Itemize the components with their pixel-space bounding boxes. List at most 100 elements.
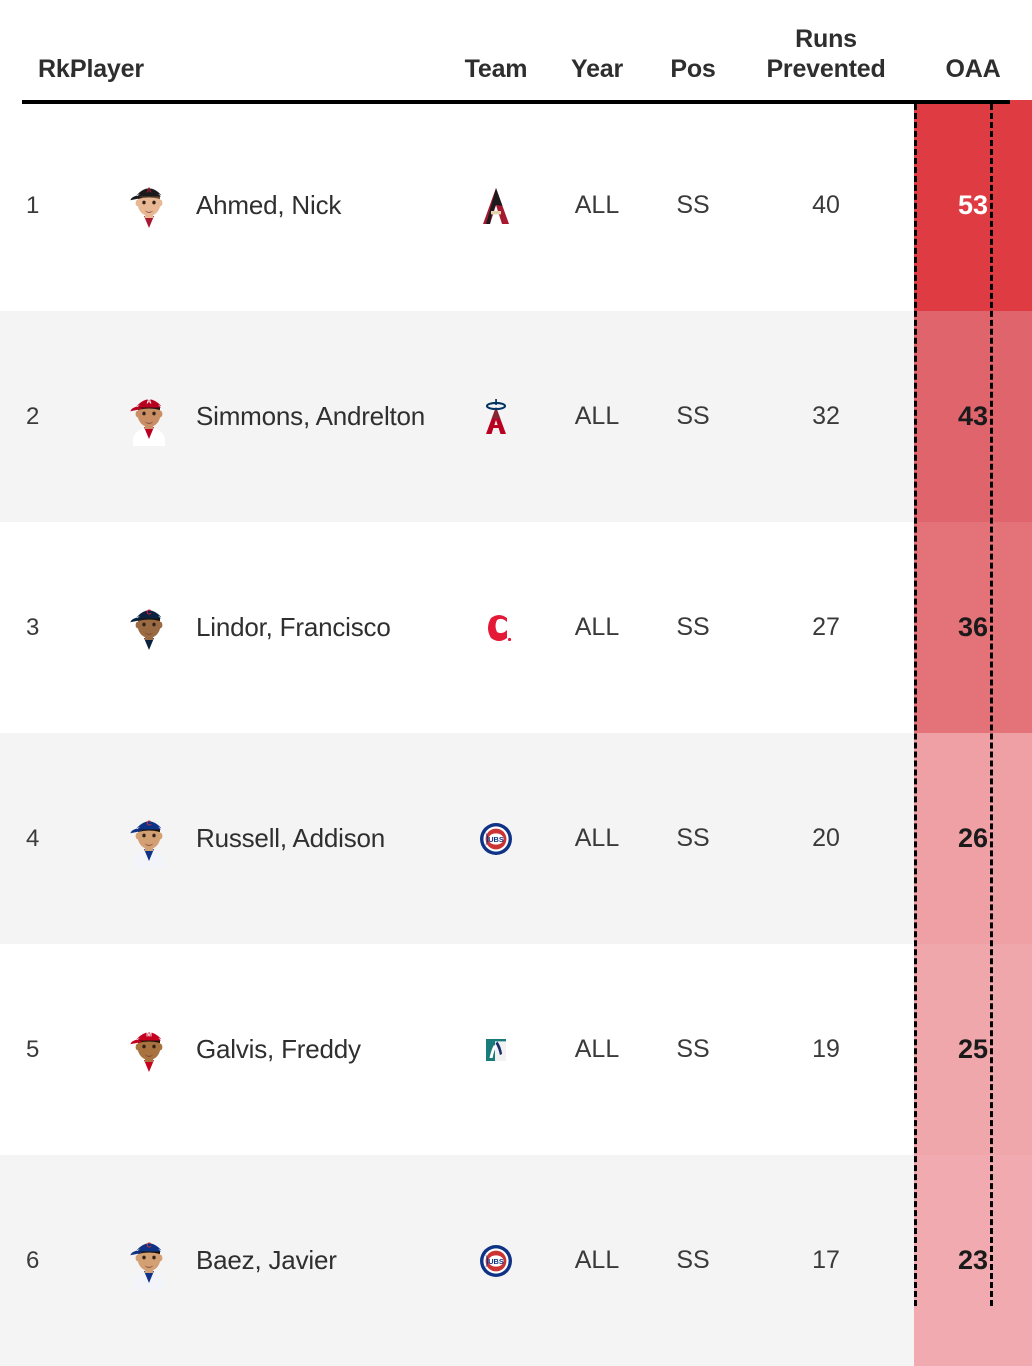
runs-prevented-line2: Prevented: [766, 54, 886, 83]
svg-text:A: A: [146, 187, 151, 194]
table-row[interactable]: 2 A Simmons, Andrelton: [0, 311, 1032, 522]
runs-prevented-line1: Runs: [795, 25, 857, 53]
cell-rank: 6: [0, 1155, 58, 1366]
cell-rank: 3: [26, 613, 40, 641]
table-row[interactable]: 6 C Baez, Javier: [0, 1155, 1032, 1366]
column-header-player[interactable]: Player: [58, 0, 440, 100]
player-headshot-icon: C: [120, 810, 178, 868]
column-header-team[interactable]: Team: [440, 0, 552, 100]
cell-oaa: 36: [914, 522, 1032, 733]
oaa-value: 36: [957, 612, 989, 642]
oaa-heat-cell: 43: [914, 311, 1032, 522]
year-value: ALL: [574, 1246, 620, 1274]
runs-prevented-value: 17: [812, 1246, 840, 1274]
player-headshot-icon: M: [120, 1021, 178, 1079]
table-row[interactable]: 1 A Ahmed, Nick: [0, 100, 1032, 311]
table-row[interactable]: 3 C Lindor, Francisco: [0, 522, 1032, 733]
table-body: 1 A Ahmed, Nick: [0, 100, 1032, 1366]
cell-team[interactable]: UBS: [440, 1155, 552, 1366]
cell-year: ALL: [552, 100, 642, 311]
oaa-leaderboard: Rk. Player Team Year Pos Runs Prevented …: [0, 25, 1032, 1366]
svg-text:A: A: [146, 398, 151, 405]
team-logo-icon: [473, 394, 519, 440]
cell-position: SS: [642, 944, 744, 1155]
table-row[interactable]: 5 M Galvis, Freddy: [0, 944, 1032, 1155]
player-name: Galvis, Freddy: [196, 1034, 361, 1064]
runs-prevented-value: 19: [812, 1035, 840, 1063]
oaa-value: 23: [957, 1245, 989, 1275]
player-name: Lindor, Francisco: [196, 612, 391, 642]
cell-year: ALL: [552, 733, 642, 944]
cell-oaa: 53: [914, 100, 1032, 311]
cell-player[interactable]: M Galvis, Freddy: [58, 944, 440, 1155]
cell-oaa: 26: [914, 733, 1032, 944]
year-value: ALL: [574, 613, 620, 641]
cell-runs-prevented: 27: [744, 522, 914, 733]
cell-runs-prevented: 17: [744, 1155, 914, 1366]
oaa-heat-cell: 36: [914, 522, 1032, 733]
cell-year: ALL: [552, 522, 642, 733]
header-row: Rk. Player Team Year Pos Runs Prevented …: [0, 0, 1032, 100]
cell-oaa: 25: [914, 944, 1032, 1155]
cell-position: SS: [642, 100, 744, 311]
cell-player[interactable]: A Ahmed, Nick: [58, 100, 440, 311]
oaa-heat-cell: 53: [914, 100, 1032, 311]
position-value: SS: [676, 613, 710, 641]
column-header-year[interactable]: Year: [552, 0, 642, 100]
player-name: Russell, Addison: [196, 823, 386, 853]
cell-rank: 5: [26, 1035, 40, 1063]
table-row[interactable]: 4 C Russell, Addison: [0, 733, 1032, 944]
column-header-runs-prevented[interactable]: Runs Prevented: [744, 0, 914, 100]
player-headshot-icon: A: [120, 388, 178, 446]
cell-position: SS: [642, 522, 744, 733]
oaa-value: 25: [957, 1034, 989, 1064]
cell-oaa: 43: [914, 311, 1032, 522]
svg-text:C: C: [146, 820, 151, 827]
cell-team[interactable]: [440, 100, 552, 311]
position-value: SS: [676, 824, 710, 852]
svg-text:UBS: UBS: [488, 834, 504, 843]
oaa-value: 53: [957, 190, 989, 220]
cell-year: ALL: [552, 944, 642, 1155]
column-header-pos[interactable]: Pos: [642, 0, 744, 100]
cell-team[interactable]: [440, 311, 552, 522]
cell-year: ALL: [552, 311, 642, 522]
team-logo-icon: [473, 605, 519, 651]
position-value: SS: [676, 191, 710, 219]
runs-prevented-value: 27: [812, 613, 840, 641]
column-header-oaa[interactable]: OAA: [914, 0, 1032, 100]
cell-runs-prevented: 40: [744, 100, 914, 311]
position-value: SS: [676, 1246, 710, 1274]
cell-team[interactable]: [440, 522, 552, 733]
year-value: ALL: [574, 1035, 620, 1063]
cell-player[interactable]: C Russell, Addison: [58, 733, 440, 944]
cell-position: SS: [642, 311, 744, 522]
cell-position: SS: [642, 733, 744, 944]
cell-player[interactable]: C Lindor, Francisco: [58, 522, 440, 733]
cell-runs-prevented: 32: [744, 311, 914, 522]
runs-prevented-value: 32: [812, 402, 840, 430]
table-header: Rk. Player Team Year Pos Runs Prevented …: [0, 0, 1032, 100]
cell-rank: 4: [0, 733, 58, 944]
team-logo-icon: [473, 183, 519, 229]
team-logo-icon: UBS: [473, 816, 519, 862]
player-name: Ahmed, Nick: [196, 190, 342, 220]
cell-team[interactable]: [440, 944, 552, 1155]
player-name: Baez, Javier: [196, 1245, 337, 1275]
position-value: SS: [676, 1035, 710, 1063]
oaa-value: 43: [957, 401, 989, 431]
svg-text:C: C: [146, 609, 151, 616]
player-name: Simmons, Andrelton: [196, 401, 426, 431]
cell-player[interactable]: C Baez, Javier: [58, 1155, 440, 1366]
cell-runs-prevented: 19: [744, 944, 914, 1155]
year-value: ALL: [574, 824, 620, 852]
column-header-rank[interactable]: Rk.: [0, 0, 77, 100]
cell-team[interactable]: UBS: [440, 733, 552, 944]
cell-player[interactable]: A Simmons, Andrelton: [58, 311, 440, 522]
player-headshot-icon: C: [120, 1232, 178, 1290]
cell-position: SS: [642, 1155, 744, 1366]
position-value: SS: [676, 402, 710, 430]
cell-rank: 2: [0, 311, 58, 522]
team-logo-icon: UBS: [473, 1238, 519, 1284]
